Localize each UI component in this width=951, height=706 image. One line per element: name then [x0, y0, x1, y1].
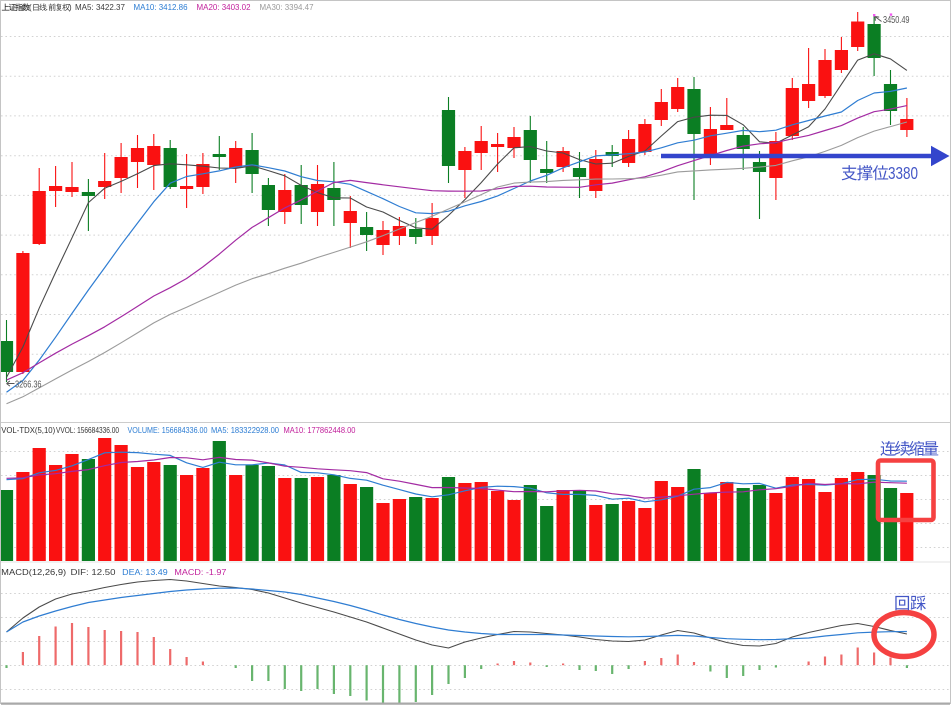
svg-text:MA10: 177862448.00: MA10: 177862448.00	[284, 426, 357, 435]
svg-text:MA5: 183322928.00: MA5: 183322928.00	[211, 426, 280, 435]
svg-text:VOLUME: 156684336.00: VOLUME: 156684336.00	[128, 426, 209, 435]
svg-text:MACD: -1.97: MACD: -1.97	[174, 568, 226, 577]
svg-text:MACD(12,26,9): MACD(12,26,9)	[1, 568, 66, 577]
svg-text:.: .	[46, 3, 48, 12]
svg-text:(: (	[29, 3, 32, 12]
svg-text:VOL-TDX(5,10): VOL-TDX(5,10)	[1, 426, 55, 435]
svg-text:DIF: 12.50: DIF: 12.50	[71, 568, 117, 577]
svg-text:3266.36: 3266.36	[15, 379, 42, 391]
svg-text:3380: 3380	[888, 163, 918, 183]
svg-text:MA5: 3422.37: MA5: 3422.37	[75, 3, 125, 12]
svg-text:3450.49: 3450.49	[883, 14, 910, 26]
svg-text:VVOL: 156684336.00: VVOL: 156684336.00	[56, 426, 120, 435]
svg-text:MA30: 3394.47: MA30: 3394.47	[260, 3, 314, 12]
svg-text:): )	[69, 3, 72, 12]
svg-text:MA10: 3412.86: MA10: 3412.86	[134, 3, 188, 12]
svg-text:MA20: 3403.02: MA20: 3403.02	[197, 3, 251, 12]
svg-text:DEA: 13.49: DEA: 13.49	[122, 568, 168, 577]
